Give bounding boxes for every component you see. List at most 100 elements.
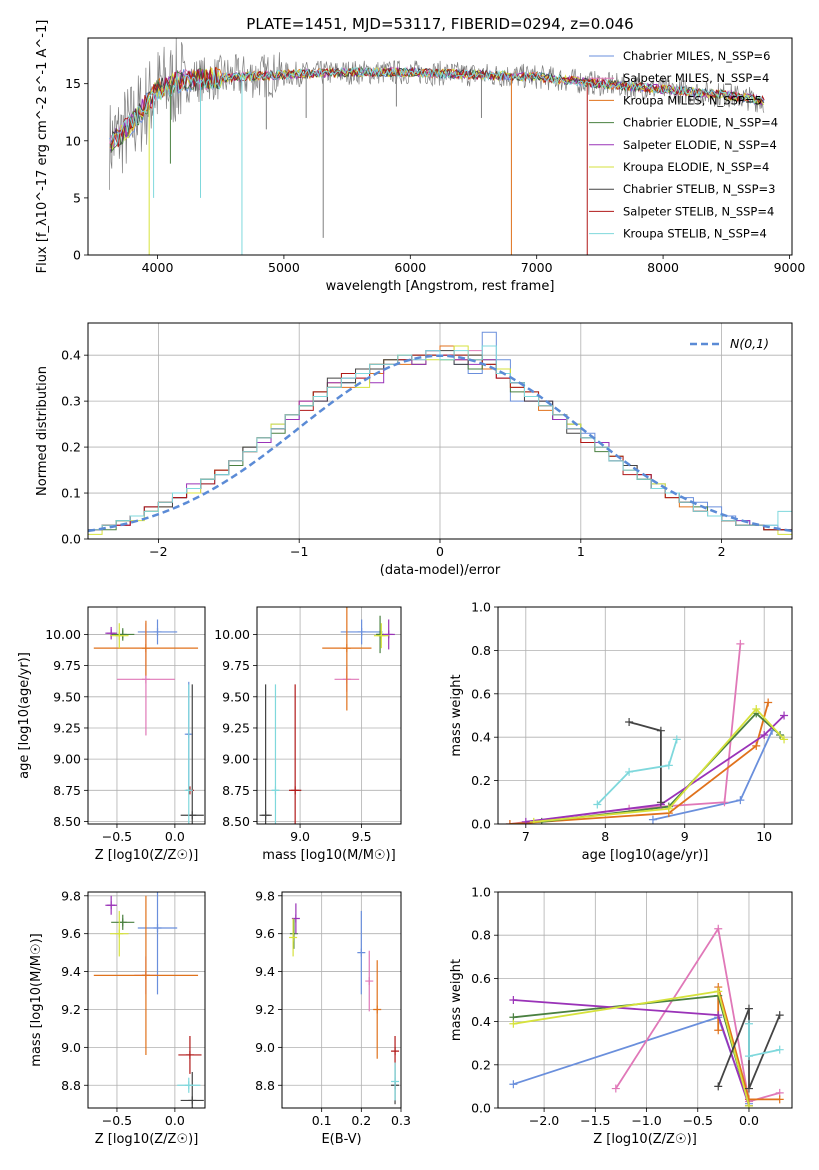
y-tick-label: 8.75 [53,783,81,798]
histogram-series [88,354,792,531]
data-point-marker [648,815,657,824]
y-tick-label: 0 [73,248,81,263]
y-tick-label: 9.50 [53,689,81,704]
data-point-marker [289,929,298,938]
x-tick-label: 4000 [142,260,174,275]
data-point-marker [188,1096,197,1105]
data-point-marker [625,718,634,727]
data-point-marker [509,996,518,1004]
data-point-marker [664,804,673,813]
data-point-marker [529,817,538,824]
y-tick-label: 8.8 [61,1078,81,1093]
data-point-marker [714,1026,723,1035]
data-point-marker [384,630,393,639]
data-point-marker [373,1005,382,1014]
data-point-marker [342,644,351,653]
x-tick-label: −1.0 [631,1113,661,1128]
y-tick-label: 0.2 [61,440,81,455]
data-point-marker [744,1052,753,1061]
x-tick-label: −0.5 [102,1113,132,1128]
x-tick-label: 7 [522,829,530,844]
x-axis-label: Z [log10(Z/Z☉)] [95,848,199,863]
mass-vs-extinction-panel: 0.1 0.2 0.3 8.8 9.0 9.2 9.4 9.6 9.8 E(B-V) [255,888,411,1147]
data-point-marker [611,1084,620,1093]
residual-histogram-panel: −2 −1 0 1 2 0.0 0.1 0.2 0.3 0.4 (data-model)/error… [35,322,793,578]
y-tick-label: 15 [65,76,81,91]
legend-label: Chabrier MILES, N_SSP=6 [623,49,770,63]
x-tick-label: 1 [577,544,585,559]
data-point-marker [752,704,761,713]
x-axis-label: (data-model)/error [380,563,501,578]
y-tick-label: 0.0 [471,817,491,832]
axes-frame [281,891,402,1109]
data-point-marker [656,726,665,735]
y-tick-label: 10 [65,133,81,148]
data-point-marker [736,796,745,805]
y-tick-label: 9.2 [61,1002,81,1017]
data-point-marker [115,631,124,640]
x-tick-label: 7000 [521,260,553,275]
data-point-marker [291,914,300,923]
data-point-marker [377,631,386,640]
data-point-marker [509,1019,518,1028]
age-vs-mass-panel: 9.0 9.5 8.50 8.75 9.00 9.25 9.50 9.75 10.00 mass … [214,606,402,863]
data-point-marker [521,817,530,824]
data-point-marker [593,800,602,809]
data-point-marker [391,1077,400,1086]
y-tick-label: 0.8 [471,643,491,658]
axes-frame [87,891,206,1109]
y-axis-label: Normed distribution [35,366,50,496]
axes-frame [497,606,793,825]
weight-series-line [533,707,785,823]
weight-series-line [509,643,742,824]
data-point-marker [118,630,127,639]
y-tick-label: 0.2 [471,1057,491,1072]
data-point-marker [736,639,745,648]
data-point-marker [505,820,514,824]
weight-series-line [525,714,785,823]
x-tick-label: −2 [149,544,167,559]
data-point-marker [261,811,270,820]
data-point-marker [115,929,124,938]
y-axis-label: mass weight [449,674,464,756]
x-tick-label: 0 [436,544,444,559]
weight-series-line [509,702,770,824]
y-tick-label: 9.00 [53,752,81,767]
x-axis-label: wavelength [Angstrom, rest frame] [326,279,555,294]
figure-title: PLATE=1451, MJD=53117, FIBERID=0294, z=0… [246,15,633,33]
y-tick-label: 9.75 [222,658,250,673]
x-tick-label: 5000 [268,260,300,275]
x-tick-label: 0.3 [391,1113,411,1128]
y-tick-label: 5 [73,190,81,205]
x-tick-label: 6000 [394,260,426,275]
data-point-marker [764,698,773,707]
legend-label: Kroupa STELIB, N_SSP=4 [623,227,767,241]
x-tick-label: 0.0 [165,1113,185,1128]
data-point-marker [664,761,673,770]
x-tick-label: 0.0 [739,1113,759,1128]
y-tick-label: 0.4 [471,1014,491,1029]
data-point-marker [153,627,162,636]
data-point-marker [391,1047,400,1056]
y-tick-label: 9.4 [255,964,275,979]
data-point-marker [775,1011,784,1020]
x-tick-label: 0.2 [351,1113,371,1128]
axes-frame [497,891,793,1109]
data-point-marker [752,741,761,750]
data-point-marker [118,918,127,927]
x-tick-label: 10 [756,829,772,844]
weight-series-line [615,926,780,1103]
x-tick-label: 8000 [647,260,679,275]
legend-label: Kroupa ELODIE, N_SSP=4 [623,160,769,174]
y-tick-label: 9.2 [255,1002,275,1017]
x-tick-label: −0.5 [683,1113,713,1128]
data-point-marker [188,811,197,820]
legend-label: Chabrier ELODIE, N_SSP=4 [623,116,778,130]
y-tick-label: 9.6 [61,926,81,941]
y-tick-label: 9.8 [255,888,275,903]
data-point-marker [775,1045,784,1054]
data-point-marker [744,1019,753,1028]
y-tick-label: 10.00 [214,627,250,642]
y-tick-label: 9.25 [222,720,250,735]
